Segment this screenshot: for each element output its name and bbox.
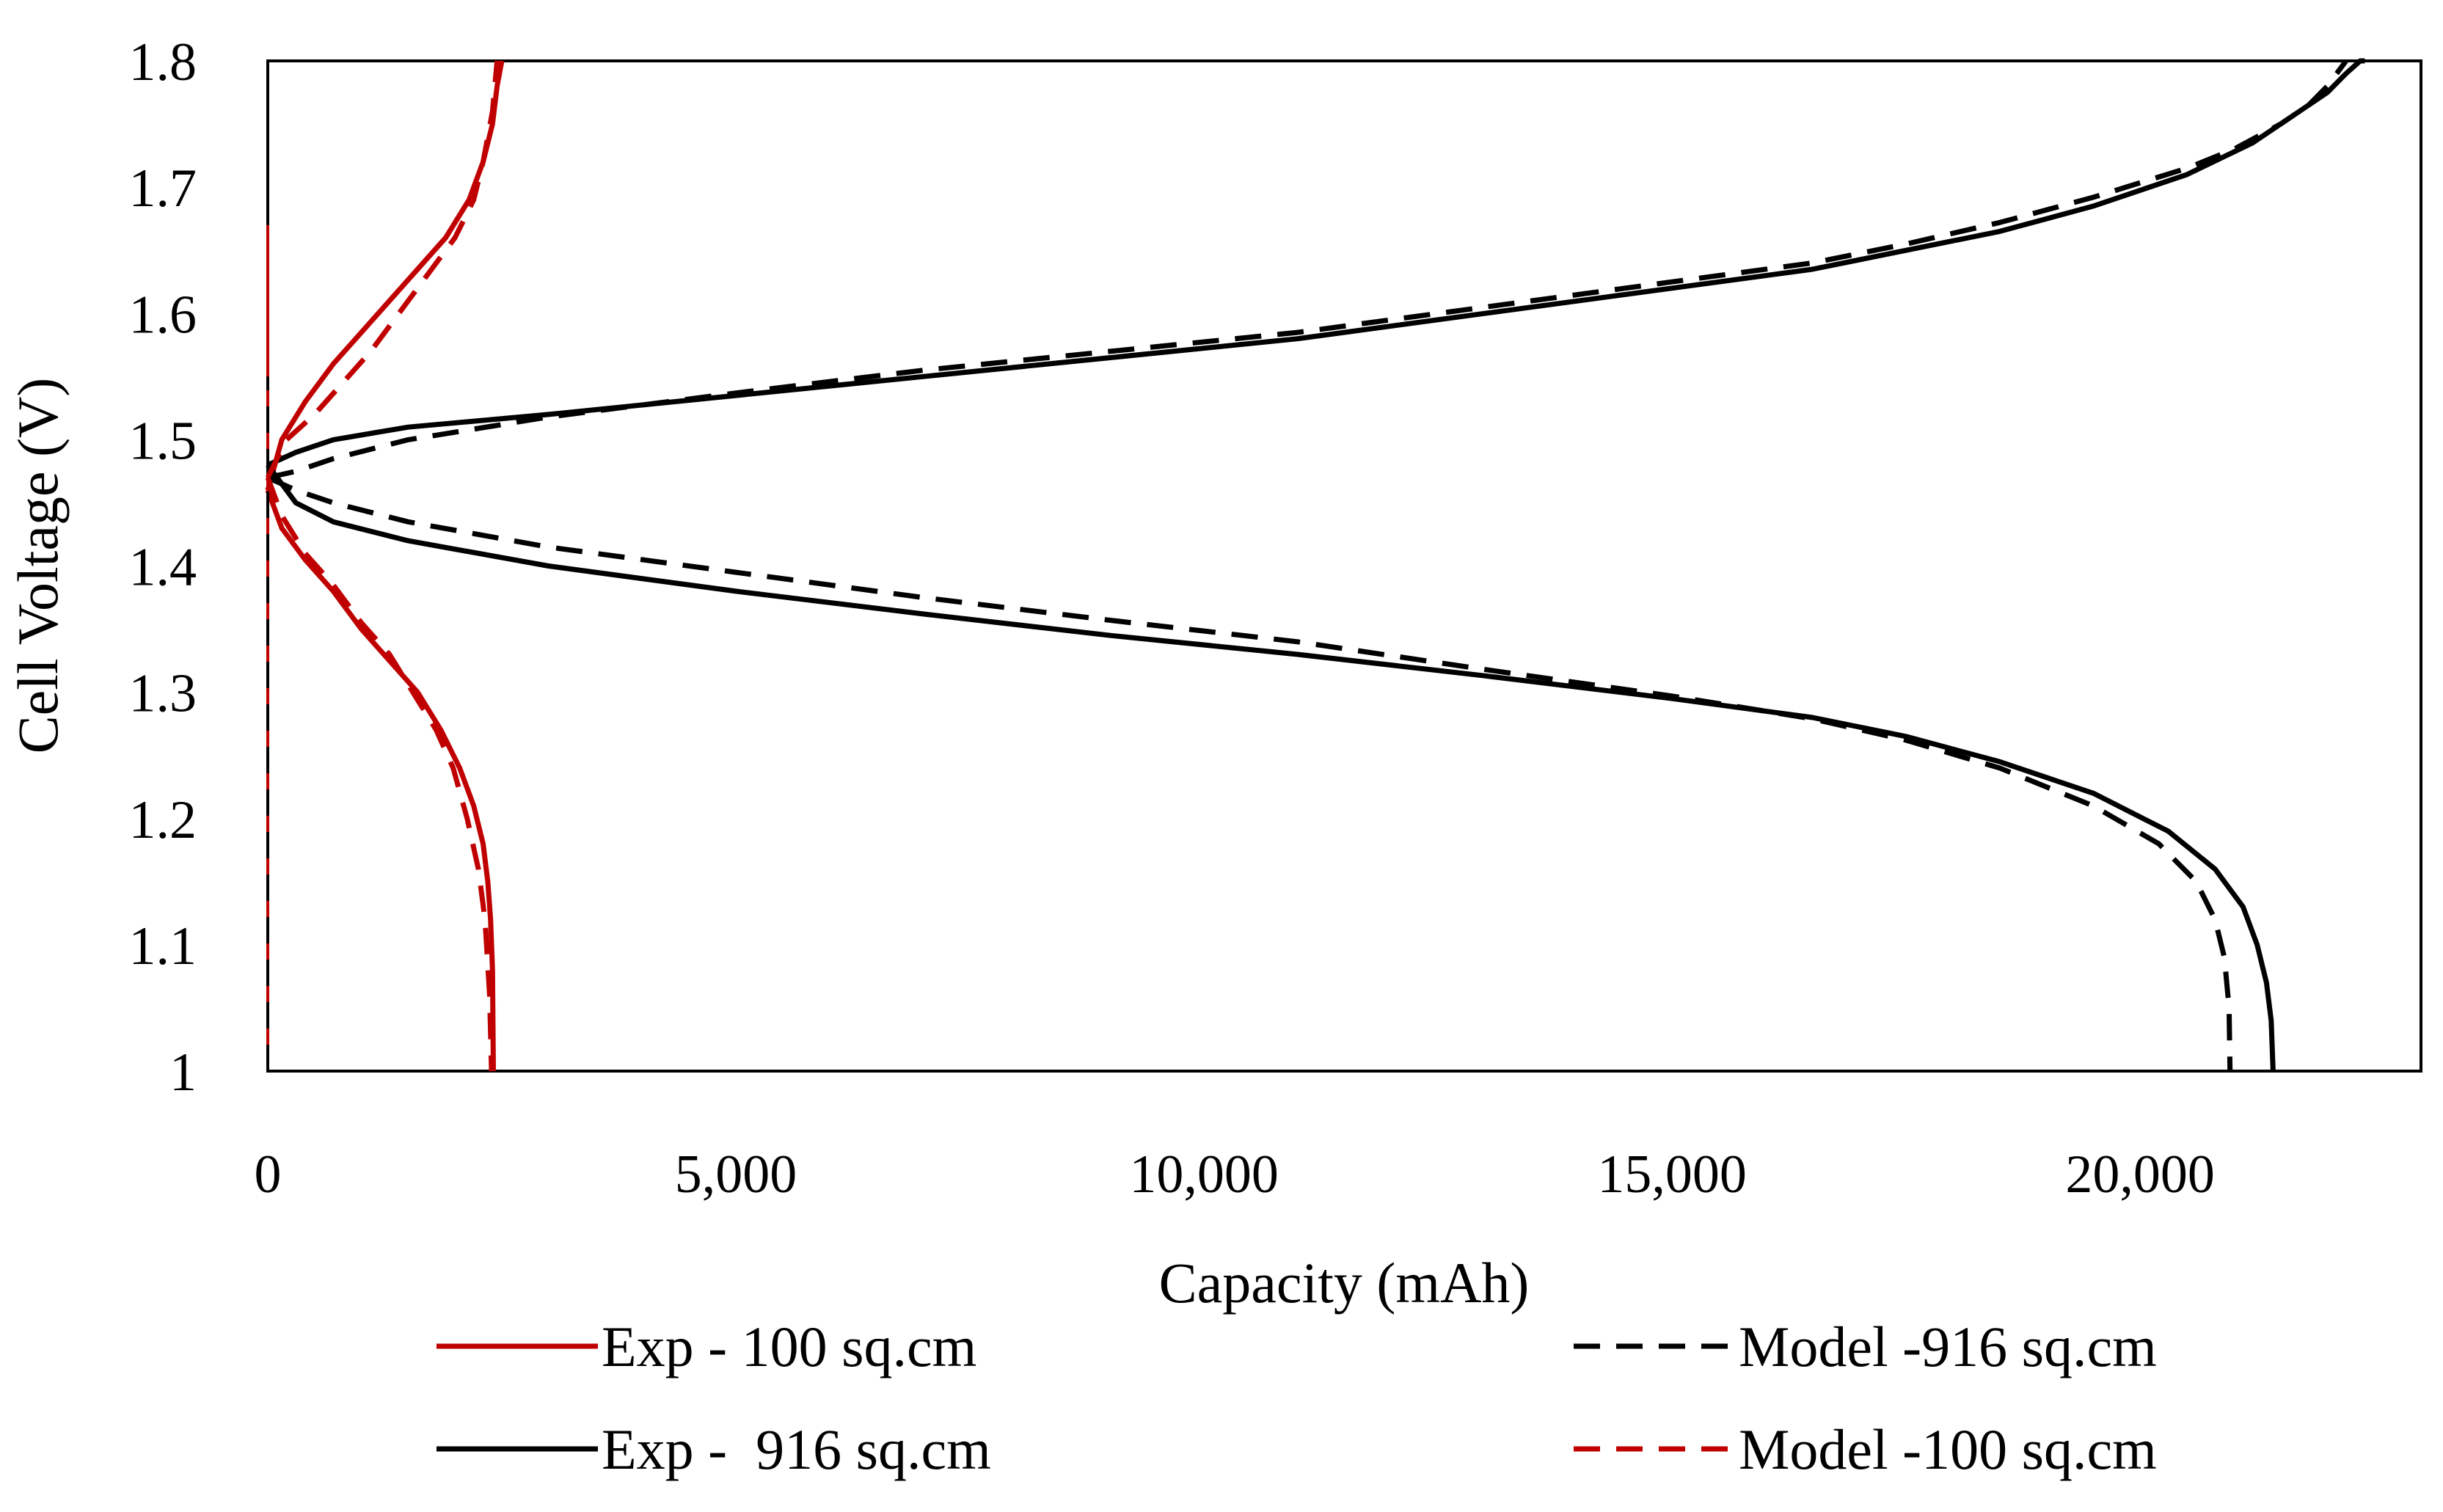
y-tick-label: 1.1 bbox=[129, 916, 197, 976]
x-tick-label: 0 bbox=[255, 1144, 282, 1205]
legend-label-model-916: Model -916 sq.cm bbox=[1739, 1315, 2157, 1378]
y-tick-label: 1.2 bbox=[129, 790, 197, 850]
series-exp-100-sq-cm bbox=[265, 60, 505, 1072]
legend-item-exp-916: Exp - 916 sq.cm bbox=[437, 1417, 991, 1481]
series-line-model-916-sq-cm-charge bbox=[267, 59, 2348, 481]
plot-area-frame bbox=[266, 59, 2422, 1073]
tick-layer: 0 5,000 10,000 15,000 20,000 1 1.1 1.2 1.3 1.4 1.5… bbox=[129, 32, 2215, 1205]
series-model-916-sq-cm bbox=[266, 59, 2348, 1072]
x-tick-label: 5,000 bbox=[675, 1144, 797, 1205]
y-tick-label: 1.6 bbox=[129, 285, 197, 345]
series-line-model-100-sq-cm-discharge bbox=[265, 476, 494, 1072]
legend-item-model-100: Model -100 sq.cm bbox=[1574, 1417, 2157, 1481]
y-tick-label: 1 bbox=[169, 1042, 197, 1103]
series-line-model-916-sq-cm-discharge bbox=[266, 475, 2233, 1072]
x-axis-title: Capacity (mAh) bbox=[1159, 1251, 1530, 1315]
series-line-exp-916-sq-cm-charge bbox=[266, 58, 2365, 467]
x-tick-label: 10,000 bbox=[1129, 1144, 1279, 1205]
series-line-exp-100-sq-cm-discharge bbox=[265, 489, 496, 1072]
legend-item-exp-100: Exp - 100 sq.cm bbox=[437, 1315, 976, 1378]
y-tick-label: 1.4 bbox=[129, 538, 197, 598]
legend-label-model-100: Model -100 sq.cm bbox=[1739, 1417, 2157, 1481]
x-tick-label: 20,000 bbox=[2065, 1144, 2215, 1205]
series-layer bbox=[265, 58, 2365, 1072]
legend-label-exp-100: Exp - 100 sq.cm bbox=[602, 1315, 976, 1378]
y-tick-label: 1.7 bbox=[129, 158, 197, 219]
series-model-100-sq-cm bbox=[265, 60, 500, 1072]
legend-item-model-916: Model -916 sq.cm bbox=[1574, 1315, 2157, 1378]
legend: Exp - 100 sq.cm Exp - 916 sq.cm Model -9… bbox=[437, 1315, 2157, 1481]
y-tick-label: 1.3 bbox=[129, 664, 197, 724]
y-axis-title: Cell Voltage (V) bbox=[6, 378, 70, 754]
series-line-exp-916-sq-cm-discharge bbox=[266, 463, 2276, 1072]
y-tick-label: 1.5 bbox=[129, 411, 197, 471]
x-tick-label: 15,000 bbox=[1597, 1144, 1747, 1205]
series-line-model-100-sq-cm-charge bbox=[265, 60, 500, 479]
y-tick-label: 1.8 bbox=[129, 32, 197, 92]
series-exp-916-sq-cm bbox=[266, 58, 2365, 1072]
legend-label-exp-916: Exp - 916 sq.cm bbox=[602, 1417, 991, 1481]
